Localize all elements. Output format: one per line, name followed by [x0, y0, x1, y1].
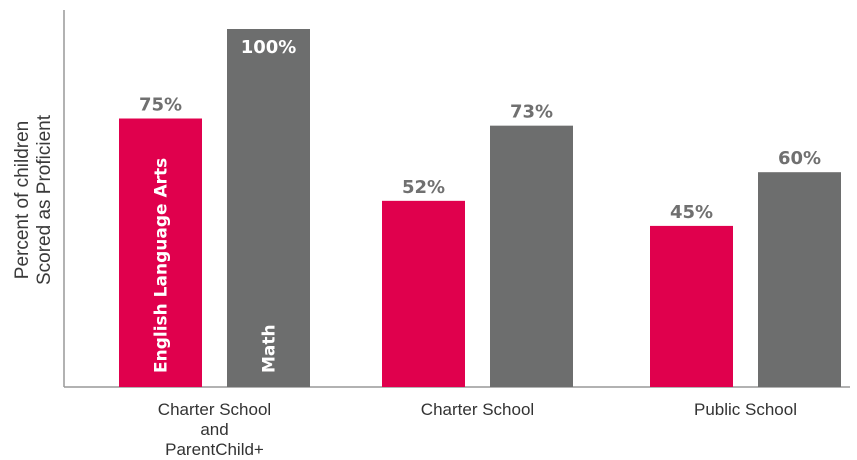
bar-ela-1: [382, 200, 465, 387]
y-axis-label-line-2: Scored as Proficient: [34, 114, 55, 285]
data-label-ela-0: 75%: [139, 95, 182, 116]
data-label-math-2: 60%: [778, 148, 821, 169]
bar-ela-2: [650, 225, 733, 387]
category-label-0-line-1: and: [200, 420, 228, 439]
bars-layer: 75% English Language Arts 100% Math 52% 73% 45…: [119, 29, 841, 387]
data-label-ela-2: 45%: [670, 202, 713, 223]
bar-ela-0: [119, 118, 202, 387]
category-label-1-line-0: Charter School: [421, 400, 534, 419]
category-label-2-line-0: Public School: [694, 400, 797, 419]
y-axis-label-line-1: Percent of children: [12, 121, 33, 279]
data-label-ela-1: 52%: [402, 177, 445, 198]
bar-math-2: [758, 172, 841, 387]
series-label-ela: English Language Arts: [152, 158, 172, 373]
bar-math-0: [227, 29, 310, 387]
series-label-math: Math: [260, 324, 280, 373]
category-label-0-line-0: Charter School: [158, 400, 271, 419]
data-label-math-1: 73%: [510, 102, 553, 123]
y-axis-label: Percent of children Scored as Proficient: [12, 114, 55, 285]
bar-math-1: [490, 125, 573, 387]
data-label-math-0: 100%: [241, 37, 297, 58]
category-label-0-line-2: ParentChild+: [165, 440, 264, 459]
